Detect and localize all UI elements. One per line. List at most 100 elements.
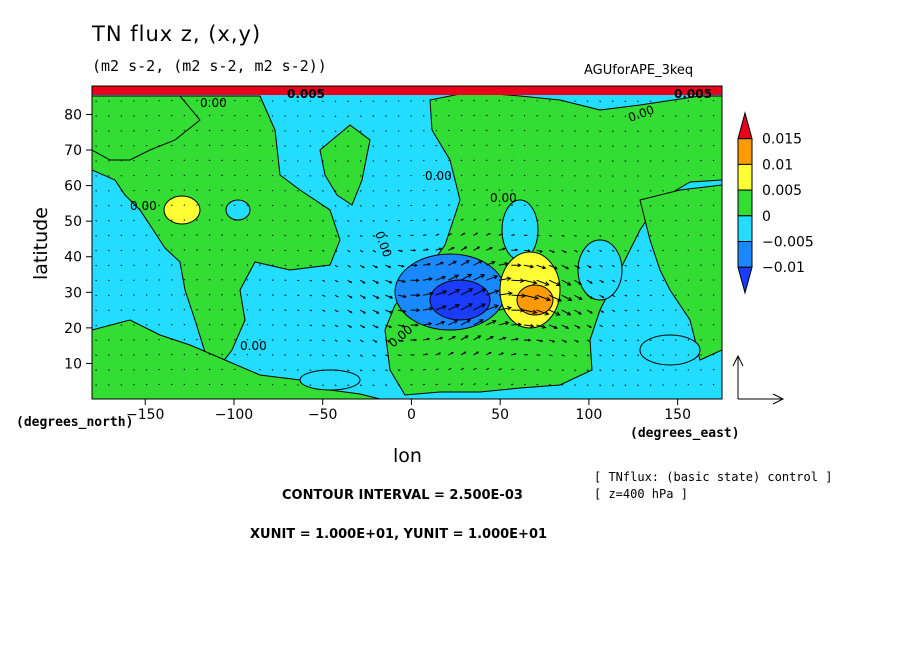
vector-arrowhead [388,265,392,268]
vector-arrow [599,339,603,342]
vector-arrow [448,260,457,266]
vector-arrow [233,353,236,356]
vector-arrow [372,220,375,222]
vector-arrow [95,354,97,356]
vector-arrow [460,260,470,266]
vector-arrow [322,369,325,372]
vector-arrow [624,160,627,162]
vector-arrow [385,294,393,299]
vector-arrow [183,189,186,191]
vector-arrow [208,174,211,177]
vector-arrow [95,279,97,282]
vector-arrow [637,100,639,103]
yellow-spot-west [163,195,201,225]
vector-arrow [423,278,432,281]
vector-arrow [624,115,627,118]
vector-arrow [170,383,173,386]
vector-arrow [359,384,362,387]
vector-arrow [233,159,236,162]
vector-arrow [385,249,390,253]
vector-arrow [221,189,224,191]
vector-arrow [448,204,451,206]
vector-arrow [511,204,514,206]
vector-arrow [473,335,481,341]
vector-arrowhead [415,323,419,327]
vector-arrow [359,115,362,118]
vector-arrow [170,294,173,296]
vector-arrow [359,160,362,162]
vector-arrow [448,99,450,102]
green-region-west [92,95,341,373]
cyan-pocket-2 [501,199,539,261]
vector-arrowhead [442,305,447,310]
vector-arrow [649,100,652,103]
vector-arrow [183,308,186,311]
vector-arrow [511,99,513,102]
vector-arrow [208,159,211,162]
vector-arrow [372,234,376,238]
vector-arrow [359,339,364,343]
vector-arrow [322,264,325,267]
vector-arrow [649,339,652,341]
vector-arrow [347,339,351,343]
vector-arrowhead [564,250,567,253]
vector-arrow [334,145,337,147]
vector-arrowhead [468,288,474,293]
vector-arrowhead [428,277,433,281]
vector-arrow [485,159,488,162]
vector-arrow [460,383,464,386]
vector-arrow [435,368,439,371]
colorbar-bin [737,189,753,217]
vector-arrow [372,384,375,387]
vector-arrow [385,309,393,314]
vector-arrow [637,220,639,222]
vector-arrow [196,219,198,221]
colorbar-label: −0.005 [762,235,814,251]
vector-arrow [574,294,583,300]
vector-arrow [649,115,652,117]
vector-arrow [624,190,627,192]
vector-arrow [561,324,569,329]
vector-arrow [586,130,589,132]
vector-arrow [221,368,224,371]
vector-arrow [599,234,602,237]
vector-arrow [309,279,313,282]
vector-arrow [221,159,224,162]
vector-arrow [586,175,589,177]
vector-arrowhead [555,281,561,287]
vector-arrow [435,383,438,386]
vector-arrow [548,294,562,302]
vector-arrowhead [451,352,454,355]
vector-arrow [196,129,198,132]
vector-arrowhead [501,352,505,355]
vector-arrow [347,115,350,118]
vector-arrowhead [376,296,380,299]
vector-arrow [170,159,173,162]
vector-arrow [334,205,337,207]
vector-arrow [359,145,362,147]
vector-arrowhead [475,232,479,235]
vector-arrow [196,159,198,162]
vector-arrowhead [349,280,353,284]
vector-arrow [511,234,515,236]
vector-arrowhead [441,275,447,280]
vector-arrow [334,324,339,328]
vector-arrow [485,383,489,386]
vector-arrowhead [400,249,404,253]
vector-arrow [170,99,173,102]
vector-arrowhead [375,280,380,284]
vector-arrowhead [454,274,460,279]
vector-arrow [170,219,173,221]
vector-arrow [372,354,376,357]
vector-arrow [485,247,493,251]
vector-arrowhead [545,296,551,302]
vector-arrow [460,288,473,296]
vector-arrow [498,233,503,236]
vector-arrow [246,309,249,311]
vector-arrow [473,303,486,311]
vector-arrowhead [534,295,540,301]
vector-arrow [347,369,350,372]
vector-arrow [233,99,236,102]
vector-arrow [624,279,628,282]
vector-arrow [95,249,97,252]
